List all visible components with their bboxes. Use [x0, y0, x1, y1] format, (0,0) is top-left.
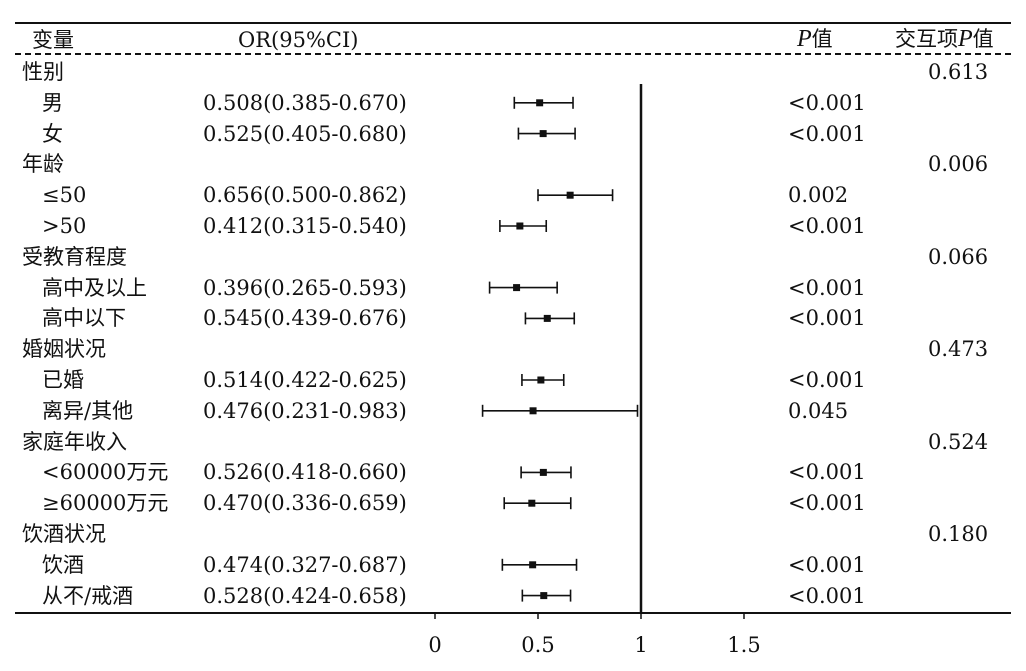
p-value: <0.001: [788, 368, 866, 392]
x-tick-label: 1.5: [727, 633, 761, 657]
or-point: [529, 407, 537, 415]
header-interaction-suffix: 值: [972, 27, 994, 51]
header-interaction-p-letter: P: [958, 26, 973, 52]
header-or-ci: OR(95%CI): [238, 28, 359, 52]
header-interaction-p: 交互项P值: [895, 27, 994, 51]
or-point: [513, 284, 521, 292]
or-ci-text: 0.470(0.336-0.659): [203, 491, 407, 516]
or-point: [528, 499, 536, 507]
x-tick-label: 0: [428, 633, 442, 657]
or-point: [529, 561, 537, 569]
x-tick-label: 1: [634, 633, 648, 657]
p-value: 0.002: [788, 183, 849, 208]
or-ci-text: 0.476(0.231-0.983): [203, 398, 407, 423]
group-label: 婚姻状况: [22, 337, 106, 362]
or-ci-text: 0.656(0.500-0.862): [203, 183, 407, 208]
table-top-rule: [15, 22, 1011, 24]
header-p-suffix: 值: [811, 27, 833, 51]
or-point: [540, 592, 548, 600]
or-ci-text: 0.412(0.315-0.540): [203, 214, 407, 238]
or-ci-text: 0.508(0.385-0.670): [203, 90, 407, 115]
or-ci-text: 0.474(0.327-0.687): [203, 552, 407, 577]
group-label: 受教育程度: [22, 244, 127, 269]
p-value: <0.001: [788, 90, 866, 115]
subgroup-label: ≥60000万元: [42, 491, 169, 516]
group-label: 年龄: [22, 152, 64, 177]
header-variable: 变量: [32, 28, 74, 52]
subgroup-label: >50: [42, 214, 87, 238]
or-ci-text: 0.514(0.422-0.625): [203, 368, 407, 392]
or-ci-text: 0.526(0.418-0.660): [203, 460, 407, 485]
or-point: [539, 130, 547, 138]
interaction-p-value: 0.066: [928, 244, 989, 269]
p-value: <0.001: [788, 121, 866, 146]
or-point: [543, 314, 551, 322]
subgroup-label: <60000万元: [42, 460, 169, 485]
or-point: [539, 468, 547, 476]
table-bottom-rule: [15, 612, 1011, 614]
or-ci-text: 0.528(0.424-0.658): [203, 583, 407, 608]
x-tick-label: 0.5: [521, 633, 555, 657]
header-p-letter: P: [797, 26, 812, 52]
subgroup-label: 从不/戒酒: [42, 583, 134, 608]
p-value: 0.045: [788, 398, 849, 423]
subgroup-label: 已婚: [42, 368, 84, 392]
subgroup-label: ≤50: [42, 183, 87, 208]
interaction-p-value: 0.006: [928, 152, 989, 177]
p-value: <0.001: [788, 491, 866, 516]
interaction-p-value: 0.613: [928, 60, 989, 84]
or-point: [536, 99, 544, 107]
header-dashed-rule: [15, 53, 1011, 55]
p-value: <0.001: [788, 306, 866, 331]
or-ci-text: 0.545(0.439-0.676): [203, 306, 407, 331]
subgroup-label: 离异/其他: [42, 398, 134, 423]
or-ci-text: 0.396(0.265-0.593): [203, 275, 407, 300]
header-p-value: P值: [797, 27, 833, 51]
interaction-p-value: 0.524: [928, 429, 989, 454]
interaction-p-value: 0.473: [928, 337, 989, 362]
group-label: 饮酒状况: [22, 522, 106, 546]
p-value: <0.001: [788, 583, 866, 608]
or-point: [566, 191, 574, 199]
p-value: <0.001: [788, 552, 866, 577]
subgroup-label: 高中以下: [42, 306, 126, 331]
group-label: 性别: [22, 60, 64, 84]
p-value: <0.001: [788, 214, 866, 238]
subgroup-label: 女: [42, 121, 63, 146]
header-interaction-prefix: 交互项: [895, 27, 958, 51]
subgroup-label: 饮酒: [42, 552, 84, 577]
or-point: [516, 222, 524, 230]
interaction-p-value: 0.180: [928, 522, 989, 546]
p-value: <0.001: [788, 275, 866, 300]
subgroup-label: 男: [42, 90, 63, 115]
or-ci-text: 0.525(0.405-0.680): [203, 121, 407, 146]
group-label: 家庭年收入: [22, 429, 127, 454]
subgroup-label: 高中及以上: [42, 275, 147, 300]
p-value: <0.001: [788, 460, 866, 485]
or-point: [537, 376, 545, 384]
